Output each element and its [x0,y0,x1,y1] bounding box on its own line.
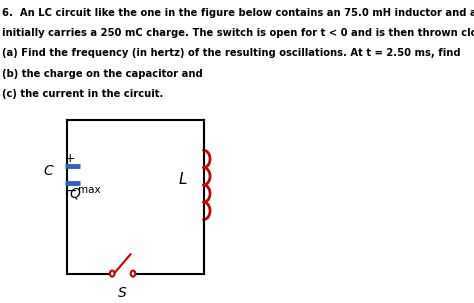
Text: initially carries a 250 mC charge. The switch is open for t < 0 and is then thro: initially carries a 250 mC charge. The s… [2,28,474,38]
Text: $C$: $C$ [43,165,55,178]
Circle shape [110,271,115,277]
Text: $S$: $S$ [118,286,128,300]
Text: (a) Find the frequency (in hertz) of the resulting oscillations. At t = 2.50 ms,: (a) Find the frequency (in hertz) of the… [2,48,461,58]
Text: 6.  An LC circuit like the one in the figure below contains an 75.0 mH inductor : 6. An LC circuit like the one in the fig… [2,8,474,18]
Text: $L$: $L$ [178,171,187,187]
Text: max: max [78,185,101,195]
Text: $Q$: $Q$ [69,186,81,201]
Text: +: + [65,152,75,165]
Circle shape [131,271,135,277]
Text: (b) the charge on the capacitor and: (b) the charge on the capacitor and [2,69,203,79]
Text: (c) the current in the circuit.: (c) the current in the circuit. [2,89,164,99]
Text: −: − [66,184,78,198]
